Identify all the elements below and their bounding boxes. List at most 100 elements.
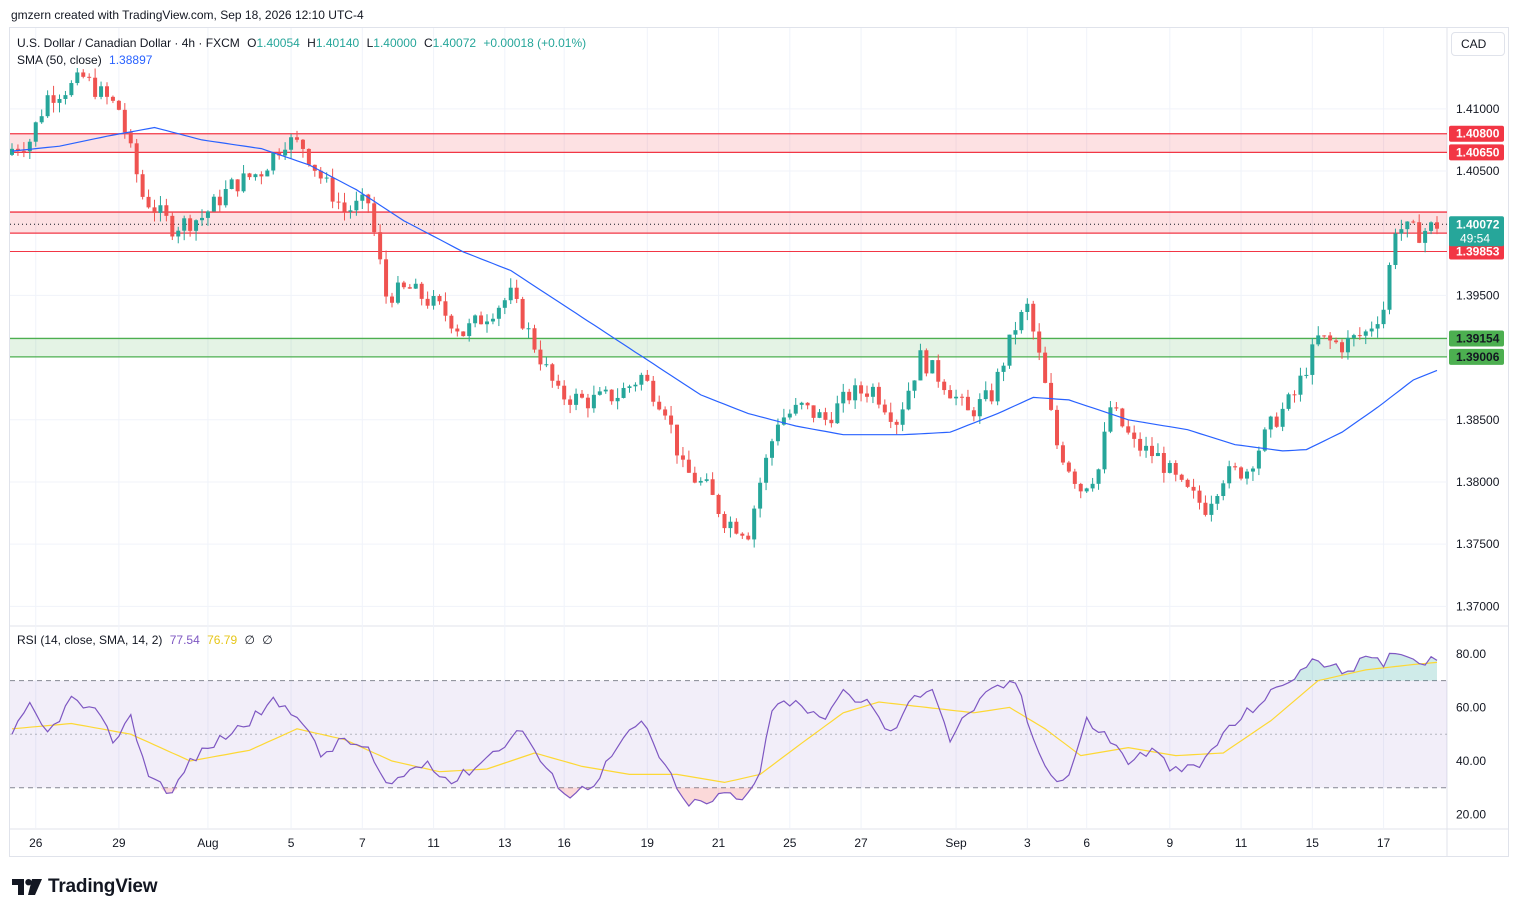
price-axis: 1.41000 1.40500 1.39500 1.38500 1.38000 1.375… — [1449, 102, 1504, 822]
rsi-sma-value: 76.79 — [207, 633, 238, 647]
candle-body — [1155, 453, 1160, 457]
candle-body — [164, 205, 169, 216]
candle-body — [888, 412, 893, 422]
candle-body — [1179, 474, 1184, 480]
candle-body — [57, 98, 62, 103]
candle-body — [1369, 328, 1374, 332]
candle-body — [995, 371, 1000, 402]
price-tick-label: 1.40500 — [1456, 164, 1500, 178]
candle-body — [336, 201, 341, 203]
candle-body — [538, 349, 543, 365]
candle-body — [526, 328, 531, 330]
candle-body — [1393, 233, 1398, 265]
candle-body — [627, 386, 632, 388]
candle-body — [954, 396, 959, 399]
candle-body — [93, 77, 98, 97]
candle-body — [81, 72, 86, 77]
candle-body — [1423, 230, 1428, 243]
candle-body — [467, 323, 472, 337]
candle-body — [378, 232, 383, 260]
candle-body — [1298, 375, 1303, 395]
candle-body — [1387, 264, 1392, 310]
price-tick-label: 1.38500 — [1456, 413, 1500, 427]
candle-body — [1286, 394, 1291, 409]
candle-body — [734, 521, 739, 534]
candle-body — [508, 287, 513, 301]
symbol-name: U.S. Dollar / Canadian Dollar · 4h · FXC… — [17, 36, 240, 50]
price-zones — [10, 133, 1447, 358]
candle-body — [1322, 335, 1327, 337]
time-tick-label: 11 — [427, 836, 440, 850]
rsi-legend: RSI (14, close, SMA, 14, 2) 77.54 76.79 … — [17, 633, 277, 647]
rsi-placeholder-1: ∅ — [244, 633, 255, 647]
candle-body — [1233, 466, 1238, 468]
candle-body — [1078, 483, 1083, 492]
tradingview-logo-icon — [12, 879, 42, 895]
candle-body — [63, 95, 68, 99]
candle-body — [1191, 486, 1196, 491]
change-value: +0.00018 (+0.01%) — [483, 36, 587, 50]
candle-body — [698, 480, 703, 483]
close-label: C — [424, 36, 433, 50]
candle-body — [1411, 221, 1416, 223]
candle-body — [1102, 431, 1107, 470]
candle-body — [1173, 463, 1178, 475]
candle-body — [1268, 416, 1273, 430]
candle-body — [645, 374, 650, 381]
candle-body — [455, 328, 460, 332]
candle-body — [900, 409, 905, 425]
candle-body — [235, 179, 240, 192]
candle-body — [21, 150, 26, 152]
candle-body — [318, 170, 323, 179]
time-tick-label: 15 — [1306, 836, 1320, 850]
candle-body — [1209, 503, 1214, 515]
candle-body — [116, 100, 121, 110]
time-tick-label: 19 — [641, 836, 655, 850]
tradingview-logo[interactable]: TradingView — [12, 876, 158, 898]
price-label-bg — [1449, 348, 1504, 365]
time-tick-label: 6 — [1083, 836, 1090, 850]
candle-body — [728, 521, 733, 529]
currency-selector[interactable]: CAD — [1451, 32, 1505, 56]
candle-body — [609, 389, 614, 402]
candle-body — [300, 139, 305, 149]
candle-body — [51, 95, 56, 103]
candle-body — [413, 283, 418, 289]
time-tick-label: 13 — [498, 836, 512, 850]
open-label: O — [247, 36, 257, 50]
candle-body — [580, 393, 584, 398]
candle-body — [152, 207, 157, 213]
price-tick-label: 1.37500 — [1456, 537, 1500, 551]
candle-body — [651, 380, 656, 402]
sma-line — [11, 126, 1438, 452]
candle-body — [663, 409, 668, 416]
candle-body — [45, 95, 50, 117]
candle-body — [1108, 407, 1113, 432]
candle-body — [372, 203, 377, 233]
low-label: L — [366, 36, 374, 50]
candle-body — [1239, 467, 1244, 479]
candle-body — [194, 220, 199, 231]
candle-body — [1150, 445, 1154, 457]
candle-body — [39, 116, 44, 123]
candle-body — [657, 401, 662, 410]
candle-body — [437, 295, 442, 302]
candle-body — [1280, 408, 1285, 427]
candle-body — [585, 397, 590, 409]
candle-body — [781, 417, 786, 425]
candle-body — [924, 350, 929, 374]
candle-body — [948, 390, 953, 399]
candle-body — [568, 399, 573, 405]
candle-body — [799, 402, 804, 405]
candle-body — [324, 177, 329, 179]
candle-body — [265, 170, 270, 177]
candle-body — [835, 403, 840, 424]
candle-body — [1114, 407, 1119, 409]
candle-body — [1245, 471, 1249, 479]
candle-body — [496, 307, 501, 319]
time-tick-label: 9 — [1166, 836, 1173, 850]
candle-body — [1316, 335, 1321, 345]
candle-body — [930, 360, 935, 374]
candle-body — [1334, 340, 1339, 343]
